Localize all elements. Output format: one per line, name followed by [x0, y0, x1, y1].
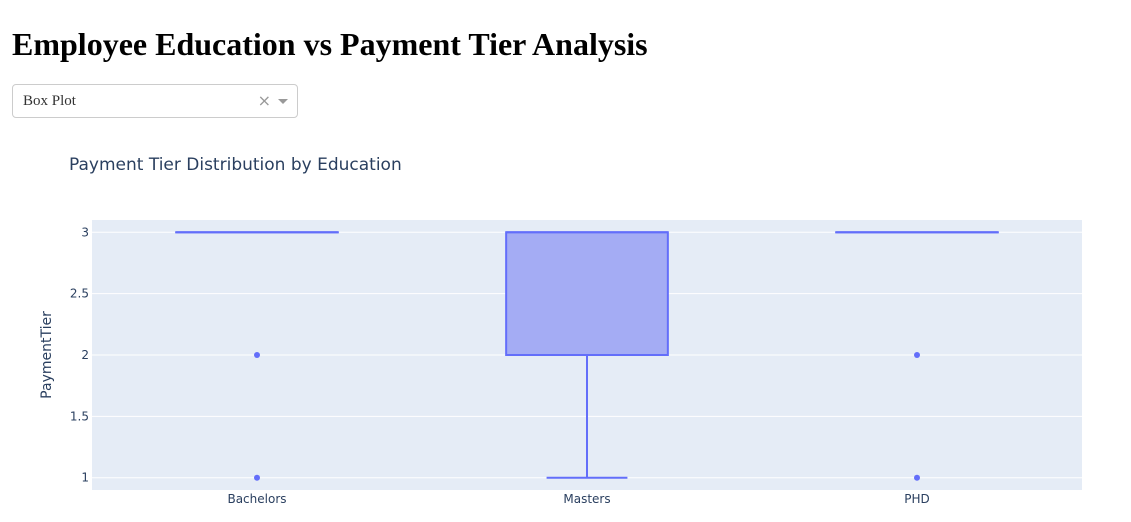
chart-type-dropdown[interactable]: Box Plot ×: [12, 84, 298, 118]
outlier-point: [914, 474, 920, 481]
x-tick-label: Masters: [563, 492, 610, 506]
page-title: Employee Education vs Payment Tier Analy…: [12, 26, 648, 62]
clear-icon[interactable]: ×: [257, 91, 271, 110]
y-axis-label: PaymentTier: [39, 311, 55, 399]
y-axis-ticks: 1 1.5 2 2.5 3: [70, 225, 89, 484]
dropdown-selected-value: Box Plot: [23, 93, 76, 109]
outlier-point: [254, 352, 260, 358]
x-tick-label: PHD: [904, 492, 930, 506]
box-body: [505, 231, 669, 356]
box-phd: [835, 231, 999, 481]
outlier-point: [914, 352, 920, 358]
box-masters: [505, 231, 669, 479]
y-tick-label: 2: [81, 348, 89, 362]
chart-title: Payment Tier Distribution by Education: [69, 155, 402, 175]
box-series: [175, 231, 999, 481]
box-plot-chart: Payment Tier Distribution by Education 1…: [39, 155, 1082, 506]
y-tick-label: 1.5: [70, 409, 89, 423]
outlier-point: [254, 474, 260, 481]
box-bachelors: [175, 231, 339, 481]
x-axis-ticks: Bachelors Masters PHD: [227, 492, 929, 506]
chevron-down-icon[interactable]: [278, 99, 288, 104]
y-tick-label: 1: [81, 471, 89, 485]
y-tick-label: 3: [81, 225, 89, 239]
y-tick-label: 2.5: [70, 287, 89, 301]
x-tick-label: Bachelors: [227, 492, 286, 506]
